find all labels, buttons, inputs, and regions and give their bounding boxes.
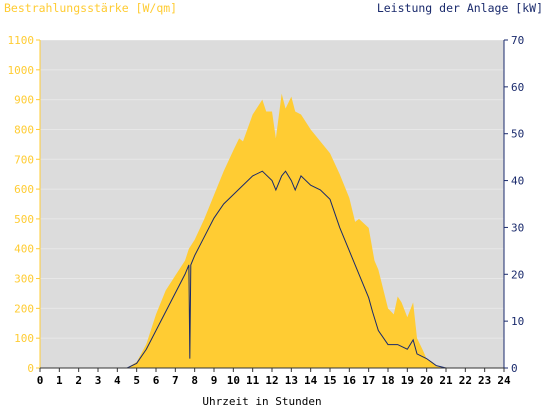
- right-tick-label: 70: [511, 34, 524, 47]
- right-axis-title: Leistung der Anlage [kW]: [377, 1, 543, 15]
- left-tick-label: 200: [14, 302, 34, 315]
- right-tick-label: 30: [511, 221, 524, 234]
- x-tick-label: 16: [343, 374, 357, 387]
- left-tick-label: 600: [14, 183, 34, 196]
- x-tick-label: 5: [133, 374, 140, 387]
- left-tick-label: 100: [14, 332, 34, 345]
- right-tick-label: 0: [511, 362, 518, 375]
- x-tick-label: 14: [304, 374, 318, 387]
- x-tick-label: 13: [285, 374, 298, 387]
- x-tick-label: 20: [420, 374, 433, 387]
- x-tick-label: 3: [95, 374, 102, 387]
- right-tick-label: 10: [511, 315, 524, 328]
- x-tick-label: 9: [211, 374, 218, 387]
- left-tick-label: 900: [14, 94, 34, 107]
- x-tick-label: 6: [153, 374, 160, 387]
- x-tick-label: 18: [381, 374, 394, 387]
- x-tick-label: 15: [323, 374, 336, 387]
- left-tick-label: 0: [27, 362, 34, 375]
- irradiance-area: [40, 93, 504, 369]
- left-tick-label: 300: [14, 273, 34, 286]
- left-axis-title: Bestrahlungsstärke [W/qm]: [4, 1, 177, 15]
- left-tick-label: 500: [14, 213, 34, 226]
- x-tick-label: 21: [439, 374, 453, 387]
- x-tick-label: 8: [191, 374, 198, 387]
- x-tick-label: 22: [459, 374, 472, 387]
- right-tick-label: 40: [511, 175, 524, 188]
- left-tick-label: 1000: [8, 64, 35, 77]
- x-tick-label: 19: [401, 374, 414, 387]
- x-axis-label: Uhrzeit in Stunden: [202, 395, 321, 408]
- left-tick-label: 1100: [8, 34, 35, 47]
- left-tick-label: 800: [14, 123, 34, 136]
- right-ticks: 0 10 20 30 40 50 60 70: [504, 34, 524, 375]
- right-tick-label: 20: [511, 268, 524, 281]
- right-tick-label: 50: [511, 128, 524, 141]
- x-tick-label: 12: [265, 374, 278, 387]
- x-tick-label: 7: [172, 374, 179, 387]
- right-tick-label: 60: [511, 81, 524, 94]
- x-ticks: 0 1 2 3 4 5 6 7 8 9 10 11 12 13 14 15 16 17 18 19 20 21 22 23 24: [37, 368, 511, 387]
- left-tick-label: 400: [14, 243, 34, 256]
- power-line: [40, 170, 504, 369]
- x-tick-label: 2: [75, 374, 82, 387]
- x-tick-label: 0: [37, 374, 44, 387]
- x-tick-label: 10: [227, 374, 240, 387]
- x-tick-label: 1: [56, 374, 63, 387]
- x-tick-label: 4: [114, 374, 121, 387]
- x-tick-label: 24: [497, 374, 511, 387]
- left-tick-label: 700: [14, 153, 34, 166]
- x-tick-label: 17: [362, 374, 375, 387]
- x-tick-label: 23: [478, 374, 491, 387]
- left-ticks: 0 100 200 300 400 500 600 700 800 900 1000 1100: [8, 34, 40, 375]
- x-tick-label: 11: [246, 374, 260, 387]
